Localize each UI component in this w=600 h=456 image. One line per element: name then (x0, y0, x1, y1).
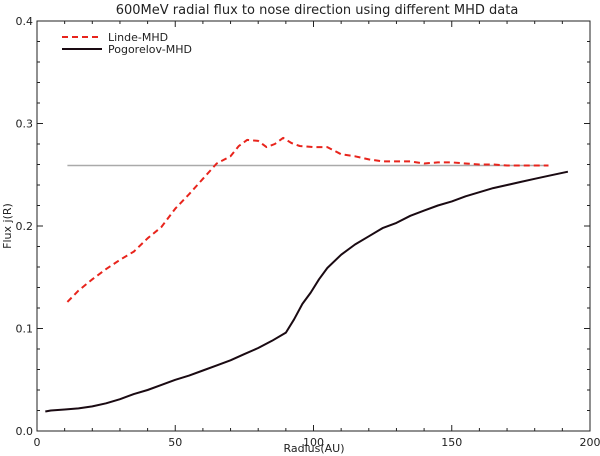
series-line-linde (66, 136, 549, 303)
legend: Linde-MHD Pogorelov-MHD (62, 31, 192, 56)
y-axis-ticks: 0.0 0.1 0.2 0.3 0.4 (16, 15, 590, 438)
x-tick-label: 100 (303, 436, 324, 449)
y-axis-title: Flux j(R) (1, 203, 14, 249)
series-line-pogorelov (45, 170, 569, 413)
chart-title: 600MeV radial flux to nose direction usi… (116, 3, 519, 18)
plot-frame (36, 20, 591, 432)
series-lines (45, 136, 569, 413)
legend-label-pogorelov: Pogorelov-MHD (108, 43, 192, 56)
x-tick-label: 150 (441, 436, 462, 449)
y-tick-label: 0.3 (16, 118, 34, 131)
y-tick-label: 0.2 (16, 220, 34, 233)
y-tick-label: 0.4 (16, 15, 34, 28)
x-tick-label: 50 (168, 436, 182, 449)
x-axis-ticks: 0 50 100 150 200 (34, 21, 600, 449)
x-axis-title: Radius(AU) (283, 442, 344, 455)
y-tick-label: 0.1 (16, 323, 34, 336)
y-tick-label: 0.0 (16, 425, 34, 438)
legend-label-linde: Linde-MHD (108, 31, 168, 44)
x-tick-label: 0 (34, 436, 41, 449)
x-tick-label: 200 (580, 436, 600, 449)
